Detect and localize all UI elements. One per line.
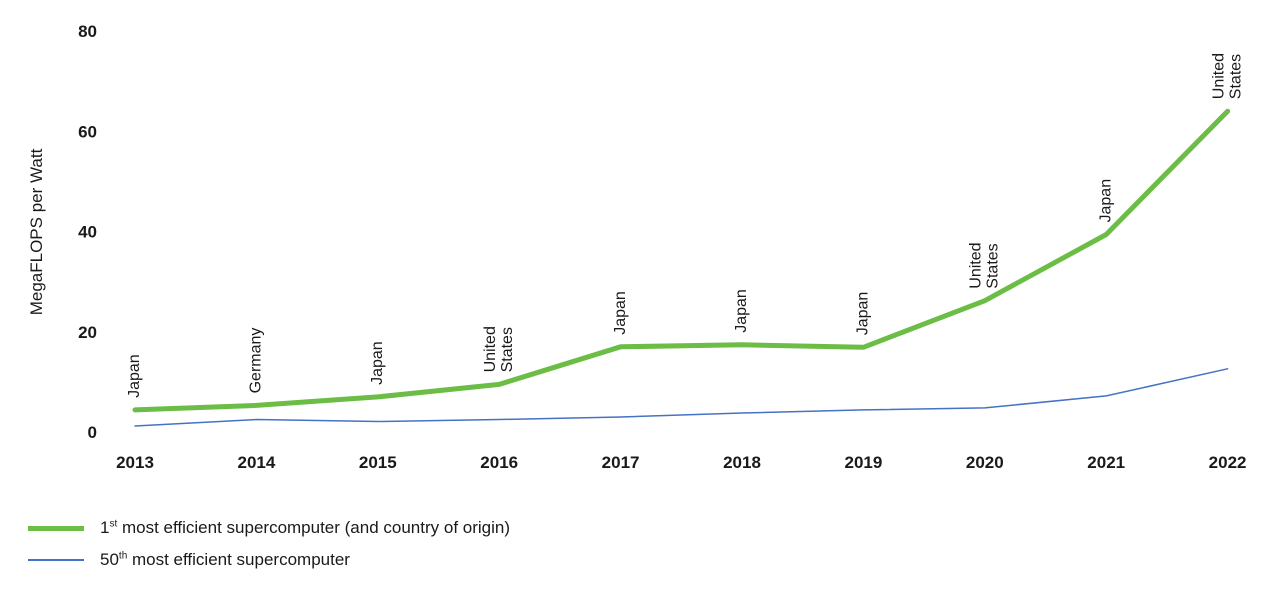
- legend-text-fiftieth: most efficient supercomputer: [127, 550, 350, 569]
- legend-label-fiftieth: 50th most efficient supercomputer: [100, 550, 350, 570]
- country-label: Japan: [126, 354, 143, 398]
- legend-label-first: 1st most efficient supercomputer (and co…: [100, 518, 510, 538]
- country-label: Japan: [369, 341, 386, 385]
- y-tick-label: 60: [78, 122, 97, 141]
- country-label: United: [968, 242, 985, 288]
- legend-ordinal-first: 1: [100, 518, 110, 537]
- x-tick-label: 2020: [966, 453, 1004, 472]
- y-axis-ticks: 0 20 40 60 80: [78, 22, 97, 442]
- country-label: Japan: [1097, 179, 1114, 223]
- legend-text-first: most efficient supercomputer (and countr…: [117, 518, 511, 537]
- x-axis-ticks: 2013 2014 2015 2016 2017 2018 2019 2020 2021 2022: [116, 453, 1246, 472]
- x-tick-label: 2021: [1087, 453, 1125, 472]
- legend-swatch-first: [28, 525, 84, 531]
- x-tick-label: 2015: [359, 453, 397, 472]
- legend-item-fiftieth: 50th most efficient supercomputer: [28, 550, 350, 570]
- country-label: States: [499, 327, 516, 372]
- country-label: States: [985, 243, 1002, 288]
- legend-ordinal-fiftieth: 50: [100, 550, 119, 569]
- x-tick-label: 2018: [723, 453, 761, 472]
- legend-swatch-fiftieth: [28, 559, 84, 561]
- y-tick-label: 0: [88, 423, 97, 442]
- legend-sup-first: st: [109, 518, 118, 530]
- series-lines: [132, 108, 1231, 427]
- x-tick-label: 2013: [116, 453, 154, 472]
- x-tick-label: 2017: [602, 453, 640, 472]
- y-axis-label: MegaFLOPS per Watt: [27, 148, 46, 315]
- legend-item-first: 1st most efficient supercomputer (and co…: [28, 518, 510, 538]
- country-label: Japan: [855, 292, 872, 336]
- country-label: United: [1210, 53, 1227, 99]
- x-tick-label: 2014: [237, 453, 275, 472]
- y-tick-label: 40: [78, 223, 97, 242]
- x-tick-label: 2022: [1209, 453, 1247, 472]
- country-label: Japan: [612, 291, 629, 335]
- series-line-first: [132, 108, 1231, 413]
- country-label: States: [1227, 54, 1244, 99]
- country-label: United: [482, 326, 499, 372]
- series-line-fiftieth: [134, 368, 1229, 427]
- country-label: Germany: [248, 328, 265, 394]
- y-axis-label-group: MegaFLOPS per Watt: [27, 148, 46, 315]
- y-tick-label: 80: [78, 22, 97, 41]
- x-tick-label: 2016: [480, 453, 518, 472]
- country-label: Japan: [733, 289, 750, 333]
- legend-sup-fiftieth: th: [118, 550, 128, 562]
- y-tick-label: 20: [78, 323, 97, 342]
- x-tick-label: 2019: [844, 453, 882, 472]
